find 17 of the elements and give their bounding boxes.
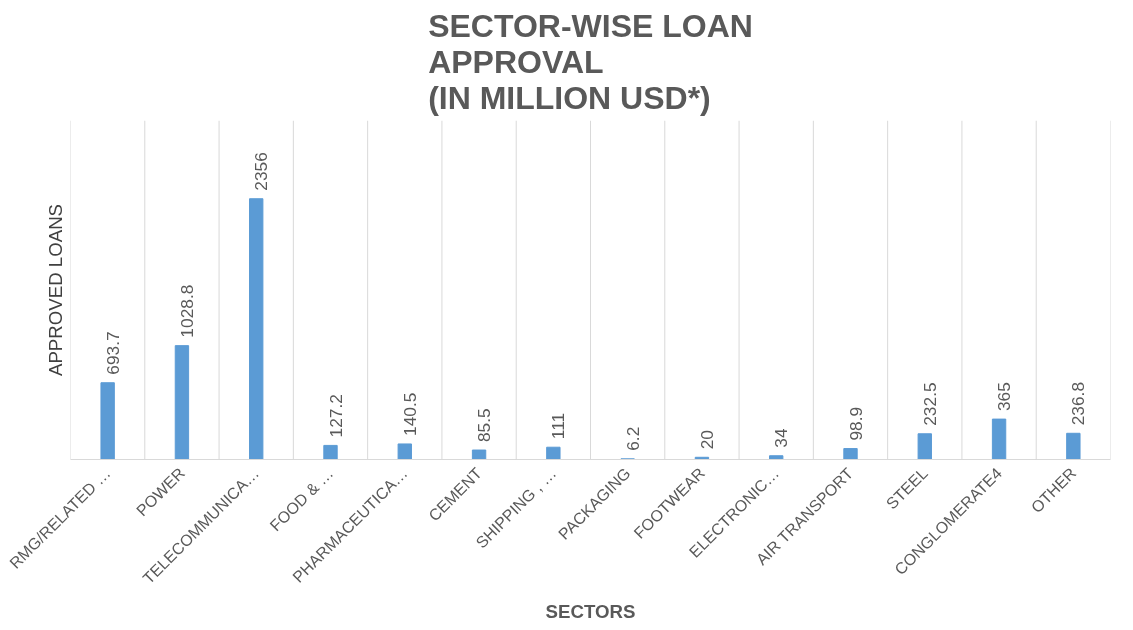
data-label: 85.5 — [474, 408, 495, 443]
data-label: 2356 — [251, 152, 272, 191]
data-label: 1028.8 — [176, 284, 197, 338]
data-label: 236.8 — [1068, 381, 1089, 426]
data-label: 98.9 — [845, 406, 866, 441]
data-label: 232.5 — [919, 382, 940, 426]
data-label: 6.2 — [622, 426, 643, 451]
data-label: 20 — [696, 430, 717, 450]
data-label: 34 — [771, 428, 792, 448]
data-label: 140.5 — [399, 392, 420, 436]
y-axis-title: APPROVED LOANS — [44, 203, 66, 377]
x-axis-title: SECTORS — [545, 601, 636, 623]
data-label: 111 — [548, 412, 569, 440]
data-label: 127.2 — [325, 394, 346, 438]
chart-title: SECTOR-WISE LOAN APPROVAL (IN MILLION USD*) — [428, 7, 753, 116]
data-label: 693.7 — [102, 331, 123, 375]
data-label: 365 — [994, 382, 1015, 412]
